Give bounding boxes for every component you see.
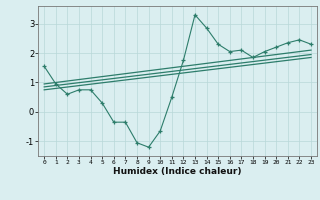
- X-axis label: Humidex (Indice chaleur): Humidex (Indice chaleur): [113, 167, 242, 176]
